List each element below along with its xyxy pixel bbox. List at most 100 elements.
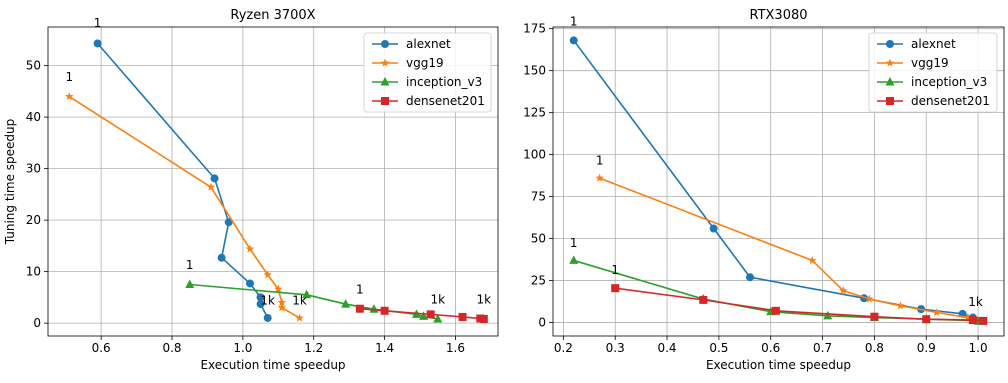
data-point-densenet201 [479, 315, 488, 324]
x-tick-label: 0.3 [606, 341, 625, 355]
data-point-inception_v3 [185, 279, 195, 288]
data-point-alexnet [210, 174, 219, 183]
series-line-vgg19 [68, 95, 300, 319]
y-axis: 0 10 20 30 40 50 [26, 59, 48, 330]
data-point-vgg19 [839, 286, 848, 295]
point-annotation: 1 [94, 16, 102, 30]
data-point-alexnet [93, 39, 102, 48]
y-tick-label: 75 [531, 190, 546, 204]
point-annotation: 1 [596, 154, 604, 168]
legend: alexnet vgg19 inception_v3 densenet201 [868, 32, 998, 113]
y-tick-label: 50 [531, 232, 546, 246]
data-point-densenet201 [380, 306, 389, 315]
x-tick-label: 1.6 [446, 341, 465, 355]
data-point-densenet201 [355, 304, 364, 313]
data-point-densenet201 [458, 312, 467, 321]
legend-label-densenet201: densenet201 [406, 94, 485, 108]
data-point-alexnet [224, 218, 233, 227]
legend-label-alexnet: alexnet [406, 37, 451, 51]
data-point-densenet201 [771, 306, 780, 315]
y-tick-label: 175 [523, 22, 546, 36]
data-point-vgg19 [932, 307, 941, 317]
data-point-vgg19 [277, 298, 287, 307]
data-point-vgg19 [864, 294, 874, 303]
legend-label-inception_v3: inception_v3 [911, 75, 987, 89]
data-point-vgg19 [64, 92, 74, 101]
x-tick-label: 1.2 [304, 341, 323, 355]
data-point-inception_v3 [302, 289, 312, 299]
annotations: 1 1 1 1 1k [570, 14, 983, 308]
data-point-alexnet [263, 313, 272, 322]
point-annotation: 1 [356, 282, 364, 296]
y-tick-label: 0 [33, 316, 41, 330]
legend: alexnet vgg19 inception_v3 densenet201 [363, 32, 492, 113]
data-point-densenet201 [870, 312, 879, 321]
chart-title: RTX3080 [749, 8, 807, 23]
series-densenet201 [355, 304, 488, 324]
series-densenet201 [611, 284, 988, 325]
x-tick-label: 0.8 [865, 341, 884, 355]
data-point-inception_v3 [569, 255, 579, 264]
y-tick-label: 10 [26, 265, 41, 279]
data-point-alexnet [745, 273, 754, 282]
point-annotation: 1 [570, 236, 578, 250]
legend-marker [381, 40, 389, 48]
legend-marker [885, 58, 895, 67]
chart-panel-1: 0.6 0.8 1.0 1.2 1.4 1.6 0 10 20 30 40 50 Ryzen 3700X… [3, 8, 499, 372]
series-line-vgg19 [599, 177, 979, 322]
legend-marker [886, 40, 894, 48]
x-axis-label: Execution time speedup [200, 358, 345, 372]
plot-frame [47, 26, 499, 337]
series-alexnet [93, 39, 272, 322]
y-tick-label: 0 [538, 316, 546, 330]
point-annotation: 1 [570, 14, 578, 28]
y-tick-label: 100 [523, 148, 546, 162]
data-point-vgg19 [245, 244, 255, 253]
data-point-densenet201 [426, 310, 435, 319]
y-tick-label: 25 [531, 274, 546, 288]
data-point-inception_v3 [419, 311, 429, 320]
x-tick-label: 0.7 [813, 341, 832, 355]
data-point-densenet201 [922, 315, 931, 324]
series-vgg19 [64, 92, 304, 322]
x-axis: 0.2 0.3 0.4 0.5 0.6 0.7 0.8 0.9 1.0 [554, 336, 988, 355]
x-axis-label: Execution time speedup [706, 358, 851, 372]
y-tick-label: 40 [26, 110, 41, 124]
x-tick-label: 0.6 [761, 341, 780, 355]
legend-label-densenet201: densenet201 [911, 94, 990, 108]
data-point-alexnet [256, 293, 265, 302]
data-point-alexnet [569, 36, 578, 45]
data-point-vgg19 [595, 173, 604, 182]
x-tick-label: 1.0 [969, 341, 988, 355]
data-point-alexnet [217, 253, 226, 262]
y-axis: 0 25 50 75 100 125 150 175 [523, 22, 553, 330]
point-annotation: 1k [477, 293, 492, 307]
y-tick-label: 125 [523, 106, 546, 120]
x-tick-label: 1.0 [233, 341, 252, 355]
legend-marker [380, 58, 390, 67]
data-point-inception_v3 [341, 299, 351, 308]
data-point-densenet201 [968, 316, 977, 325]
point-annotation: 1 [186, 258, 194, 272]
data-point-vgg19 [896, 301, 905, 310]
data-point-densenet201 [979, 316, 988, 325]
chart-panel-2: 0.2 0.3 0.4 0.5 0.6 0.7 0.8 0.9 1.0 0 25 50 75 100 125… [523, 8, 1005, 372]
point-annotation: 1 [65, 70, 73, 84]
legend-marker [886, 97, 894, 105]
legend-label-inception_v3: inception_v3 [406, 75, 482, 89]
data-point-inception_v3 [433, 314, 443, 323]
data-point-densenet201 [699, 295, 708, 304]
y-axis-label: Tuning time speedup [3, 119, 17, 246]
x-tick-label: 1.4 [375, 341, 394, 355]
data-point-vgg19 [295, 313, 304, 322]
x-tick-label: 0.4 [657, 341, 676, 355]
data-point-vgg19 [277, 303, 287, 312]
point-annotation: 1k [968, 295, 983, 309]
y-tick-label: 150 [523, 64, 546, 78]
chart-title: Ryzen 3700X [230, 8, 315, 23]
x-tick-label: 0.2 [554, 341, 573, 355]
data-point-densenet201 [611, 284, 620, 293]
y-tick-label: 50 [26, 59, 41, 73]
y-tick-label: 20 [26, 213, 41, 227]
